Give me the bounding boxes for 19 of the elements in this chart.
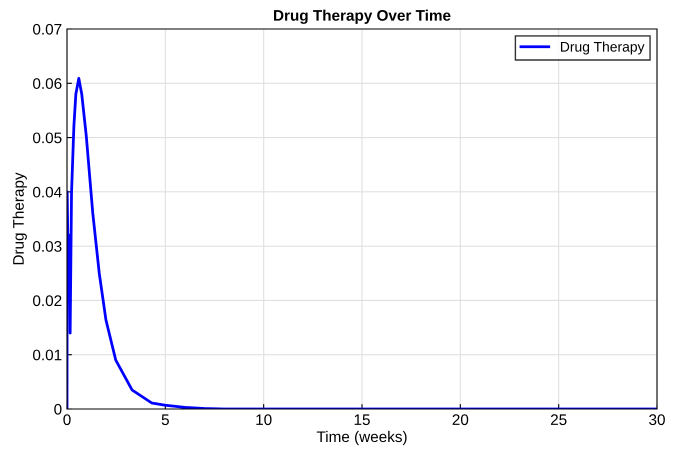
x-tick-label: 0 (63, 414, 71, 426)
y-tick-label: 0.02 (33, 295, 62, 306)
x-tick-label: 30 (649, 414, 665, 426)
x-axis-title: Time (weeks) (316, 430, 407, 446)
y-tick-label: 0.07 (33, 24, 62, 35)
x-tick-label: 15 (354, 414, 370, 426)
x-tick-label: 5 (162, 414, 169, 426)
x-tick-label: 20 (452, 414, 468, 426)
y-tick-label: 0.04 (33, 186, 62, 198)
chart-title: Drug Therapy Over Time (274, 10, 450, 24)
y-tick-label: 0.03 (33, 241, 62, 252)
y-tick-label: 0 (54, 404, 62, 415)
y-tick-label: 0.06 (33, 78, 62, 89)
x-tick-label: 10 (256, 414, 272, 426)
x-tick-label: 25 (550, 414, 567, 426)
y-tick-label: 0.05 (33, 132, 62, 144)
y-tick-label: 0.01 (33, 350, 62, 360)
legend-label: Drug Therapy (560, 42, 644, 54)
y-axis-title: Drug Therapy (12, 172, 27, 264)
